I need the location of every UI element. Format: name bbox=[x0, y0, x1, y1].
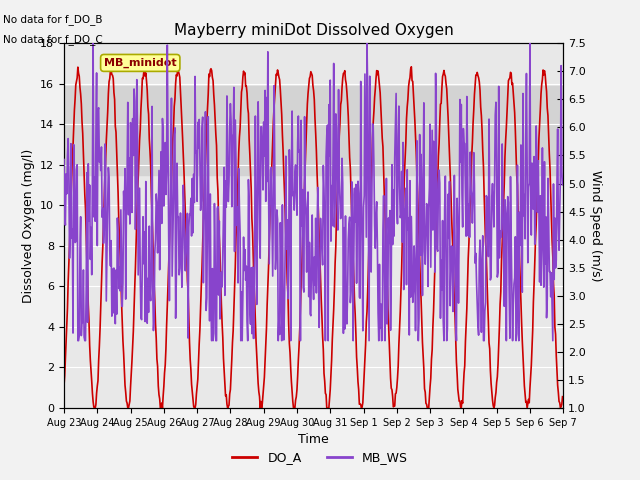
Bar bbox=[64, 86, 563, 175]
Text: MB_minidot: MB_minidot bbox=[104, 58, 177, 68]
Title: Mayberry miniDot Dissolved Oxygen: Mayberry miniDot Dissolved Oxygen bbox=[173, 23, 454, 38]
Legend: DO_A, MB_WS: DO_A, MB_WS bbox=[227, 446, 413, 469]
Text: No data for f_DO_C: No data for f_DO_C bbox=[3, 34, 103, 45]
Y-axis label: Dissolved Oxygen (mg/l): Dissolved Oxygen (mg/l) bbox=[22, 148, 35, 303]
X-axis label: Time: Time bbox=[298, 433, 329, 446]
Y-axis label: Wind Speed (m/s): Wind Speed (m/s) bbox=[589, 170, 602, 281]
Text: No data for f_DO_B: No data for f_DO_B bbox=[3, 14, 102, 25]
